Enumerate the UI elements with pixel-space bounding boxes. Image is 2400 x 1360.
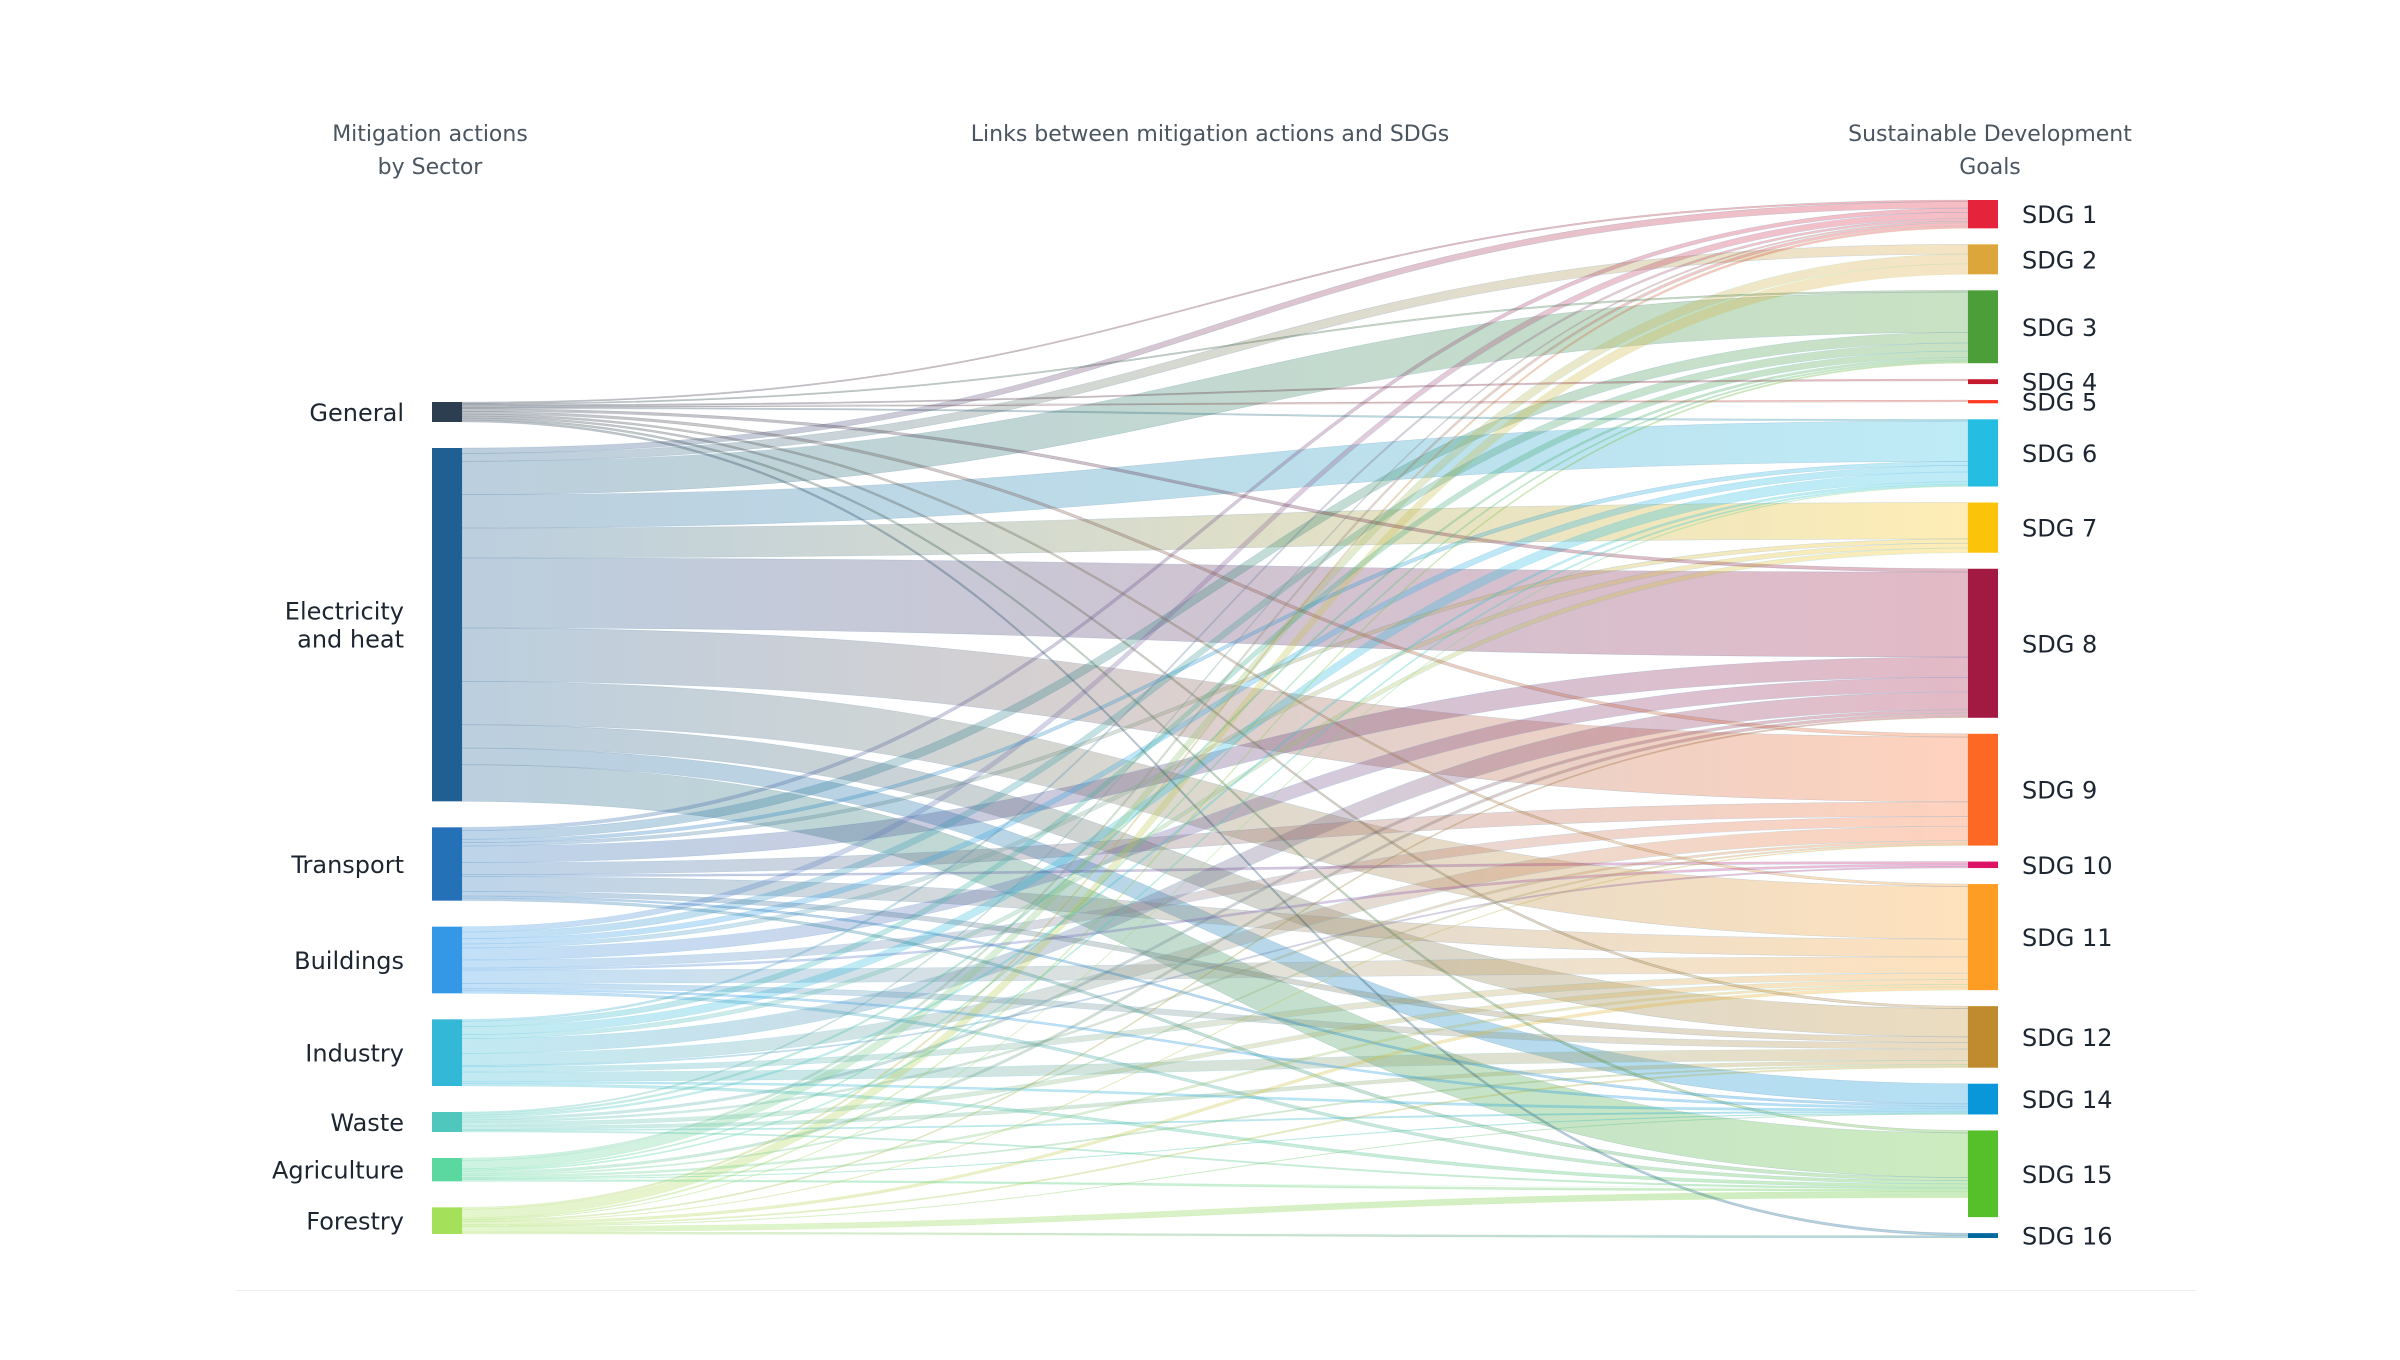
link-forestry-to-sdg-3[interactable]	[461, 361, 1969, 1220]
sectors-column-header: Mitigation actions by Sector	[290, 118, 570, 184]
target-label: SDG 11	[2022, 924, 2112, 952]
target-node-sdg-5[interactable]	[1968, 400, 1998, 404]
target-node-sdg-8[interactable]	[1968, 568, 1998, 718]
sectors-header-line: Mitigation actions	[332, 122, 528, 147]
target-label: SDG 5	[2022, 389, 2097, 417]
sdgs-header-line: Sustainable Development	[1848, 122, 2132, 147]
link-forestry-to-sdg-16[interactable]	[461, 1231, 1969, 1239]
source-node-transport[interactable]	[432, 827, 462, 901]
nodes-layer	[432, 200, 1998, 1238]
target-label: SDG 9	[2022, 777, 2097, 805]
target-label: SDG 16	[2022, 1223, 2112, 1251]
link-industry-to-sdg-10[interactable]	[461, 866, 1969, 1067]
sectors-header-line: by Sector	[377, 155, 483, 180]
target-node-sdg-14[interactable]	[1968, 1083, 1998, 1115]
target-node-sdg-4[interactable]	[1968, 379, 1998, 385]
source-label: Forestry	[306, 1208, 404, 1236]
source-label: Agriculture	[272, 1157, 404, 1185]
links-header-text: Links between mitigation actions and SDG…	[970, 122, 1450, 147]
source-node-industry[interactable]	[432, 1019, 462, 1086]
target-label: SDG 6	[2022, 440, 2097, 468]
target-node-sdg-9[interactable]	[1968, 733, 1998, 846]
target-label: SDG 4	[2022, 369, 2097, 397]
links-layer	[461, 199, 1969, 1239]
source-label: Waste	[330, 1109, 404, 1137]
source-label: Industry	[305, 1040, 404, 1068]
source-node-waste[interactable]	[432, 1112, 462, 1132]
source-node-general[interactable]	[432, 402, 462, 422]
source-node-buildings[interactable]	[432, 926, 462, 994]
source-label: Buildings	[294, 947, 404, 975]
target-node-sdg-1[interactable]	[1968, 200, 1998, 229]
link-forestry-to-sdg-15[interactable]	[461, 1190, 1969, 1233]
source-node-electricity-and-heat[interactable]	[432, 448, 462, 802]
link-electricity-and-heat-to-sdg-8[interactable]	[461, 557, 1969, 658]
link-forestry-to-sdg-14[interactable]	[461, 1113, 1969, 1227]
links-column-header: Links between mitigation actions and SDG…	[860, 118, 1560, 151]
target-node-sdg-15[interactable]	[1968, 1130, 1998, 1218]
target-label: SDG 7	[2022, 515, 2097, 543]
target-label: SDG 14	[2022, 1086, 2112, 1114]
target-label: SDG 10	[2022, 852, 2112, 880]
sdgs-column-header: Sustainable Development Goals	[1820, 118, 2160, 184]
source-label: General	[309, 399, 404, 427]
target-node-sdg-6[interactable]	[1968, 419, 1998, 487]
target-label: SDG 8	[2022, 630, 2097, 658]
target-node-sdg-12[interactable]	[1968, 1006, 1998, 1068]
source-label: and heat	[297, 626, 404, 654]
source-label: Electricity	[285, 598, 404, 626]
target-node-sdg-11[interactable]	[1968, 884, 1998, 991]
target-label: SDG 15	[2022, 1161, 2112, 1189]
target-node-sdg-16[interactable]	[1968, 1233, 1998, 1238]
source-label: Transport	[290, 851, 404, 879]
sdgs-header-line: Goals	[1959, 155, 2021, 180]
target-node-sdg-3[interactable]	[1968, 290, 1998, 364]
source-node-forestry[interactable]	[432, 1207, 462, 1234]
bottom-divider	[236, 1290, 2196, 1291]
target-label: SDG 2	[2022, 246, 2097, 274]
target-label: SDG 12	[2022, 1024, 2112, 1052]
target-node-sdg-10[interactable]	[1968, 861, 1998, 869]
source-node-agriculture[interactable]	[432, 1158, 462, 1182]
target-node-sdg-7[interactable]	[1968, 502, 1998, 553]
target-label: SDG 1	[2022, 201, 2097, 229]
target-node-sdg-2[interactable]	[1968, 244, 1998, 275]
target-label: SDG 3	[2022, 314, 2097, 342]
